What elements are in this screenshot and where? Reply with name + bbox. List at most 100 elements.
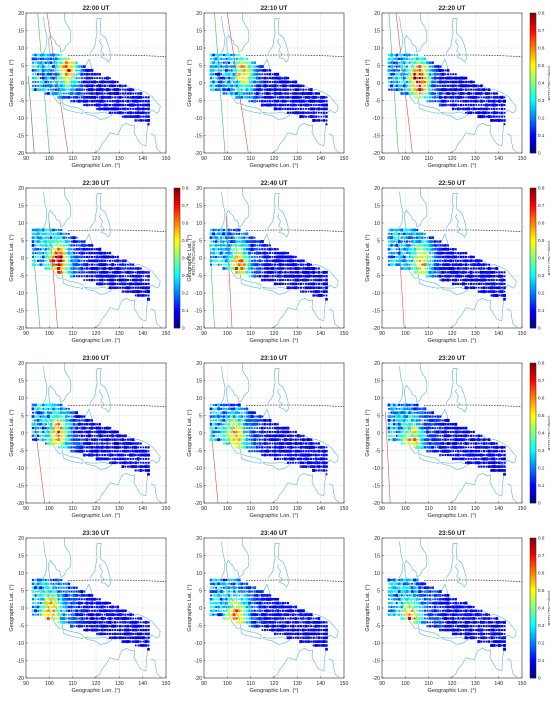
- colorbar-segment: [530, 393, 536, 397]
- roti-pixel: [67, 95, 71, 99]
- roti-pixel: [220, 407, 223, 410]
- roti-pixel: [247, 263, 252, 267]
- roti-pixel: [111, 255, 114, 259]
- colorbar-segment: [530, 91, 536, 95]
- x-tick-label: 130: [115, 331, 124, 337]
- roti-pixel: [431, 423, 434, 426]
- roti-pixel: [268, 69, 272, 72]
- roti-pixel: [403, 240, 406, 243]
- roti-pixel: [320, 283, 323, 285]
- y-tick-label: -15: [195, 308, 203, 314]
- roti-pixel: [483, 100, 485, 103]
- roti-pixel: [39, 248, 42, 251]
- roti-pixel: [67, 247, 71, 251]
- roti-pixel: [421, 240, 424, 243]
- roti-pixel: [222, 423, 225, 426]
- roti-pixel: [256, 244, 259, 247]
- roti-pixel: [118, 84, 122, 88]
- roti-pixel: [233, 442, 236, 445]
- roti-pixel: [253, 84, 256, 87]
- roti-pixel: [282, 438, 284, 441]
- roti-pixel: [83, 415, 86, 418]
- roti-pixel: [284, 96, 287, 99]
- roti-pixel: [72, 267, 76, 270]
- roti-pixel: [124, 442, 127, 445]
- roti-pixel: [477, 290, 480, 293]
- roti-pixel: [291, 263, 295, 267]
- roti-pixel: [428, 267, 432, 270]
- roti-pixel: [215, 252, 218, 255]
- roti-pixel: [258, 96, 261, 99]
- x-tick-label: 100: [223, 156, 232, 162]
- roti-pixel: [482, 457, 486, 461]
- roti-pixel: [49, 423, 53, 426]
- roti-pixel: [441, 99, 445, 103]
- roti-pixel: [477, 434, 481, 438]
- roti-pixel: [52, 594, 55, 597]
- roti-pixel: [210, 419, 212, 422]
- roti-pixel: [44, 92, 47, 95]
- roti-pixel: [472, 271, 475, 274]
- roti-pixel: [299, 107, 302, 110]
- roti-pixel: [54, 232, 58, 236]
- roti-pixel: [464, 76, 468, 80]
- colorbar-segment: [530, 194, 536, 198]
- colorbar-segment: [530, 494, 536, 497]
- roti-pixel: [405, 65, 408, 68]
- roti-pixel: [59, 426, 63, 430]
- roti-pixel: [232, 407, 236, 411]
- x-axis-label: Geographic Lon. (°): [72, 513, 121, 519]
- roti-pixel: [405, 240, 409, 243]
- roti-pixel: [80, 80, 83, 84]
- roti-pixel: [50, 586, 52, 589]
- roti-pixel: [41, 605, 45, 609]
- roti-pixel: [403, 263, 406, 266]
- roti-pixel: [255, 84, 259, 88]
- roti-pixel: [105, 426, 109, 430]
- roti-pixel: [392, 236, 396, 239]
- roti-pixel: [248, 73, 251, 76]
- coastline: [445, 18, 467, 63]
- roti-pixel: [307, 290, 310, 293]
- roti-pixel: [106, 96, 109, 99]
- roti-pixel: [136, 99, 140, 103]
- roti-pixel: [238, 446, 241, 449]
- roti-pixel: [424, 240, 426, 243]
- roti-pixel: [65, 65, 68, 68]
- roti-pixel: [47, 69, 50, 72]
- roti-pixel: [261, 92, 264, 95]
- roti-pixel: [34, 434, 37, 438]
- roti-pixel: [302, 286, 305, 289]
- roti-pixel: [85, 88, 88, 91]
- roti-pixel: [134, 119, 137, 122]
- roti-pixel: [482, 271, 486, 274]
- roti-pixel: [485, 267, 488, 270]
- roti-pixel: [495, 103, 499, 107]
- colorbar-segment: [530, 325, 536, 329]
- roti-pixel: [402, 426, 406, 430]
- roti-pixel: [495, 100, 498, 103]
- colorbar-border: [529, 12, 537, 154]
- roti-pixel: [31, 422, 35, 426]
- terminator-line: [32, 247, 41, 328]
- x-tick-label: 130: [115, 156, 124, 162]
- roti-pixel: [243, 92, 246, 95]
- roti-pixel: [294, 267, 298, 270]
- roti-pixel: [452, 450, 455, 453]
- colorbar-segment: [530, 365, 536, 368]
- roti-pixel: [240, 426, 244, 430]
- roti-pixel: [121, 115, 124, 118]
- roti-pixel: [390, 423, 393, 426]
- roti-pixel: [41, 426, 45, 430]
- colorbar-segment: [530, 231, 536, 235]
- roti-pixel: [39, 57, 42, 60]
- roti-pixel: [441, 103, 445, 107]
- roti-pixel: [57, 266, 61, 271]
- roti-pixel: [136, 282, 140, 286]
- roti-pixel: [309, 453, 313, 457]
- roti-pixel: [390, 80, 393, 84]
- roti-pixel: [80, 415, 83, 418]
- roti-pixel: [495, 275, 498, 278]
- roti-pixel: [256, 427, 259, 430]
- roti-pixel: [261, 251, 264, 255]
